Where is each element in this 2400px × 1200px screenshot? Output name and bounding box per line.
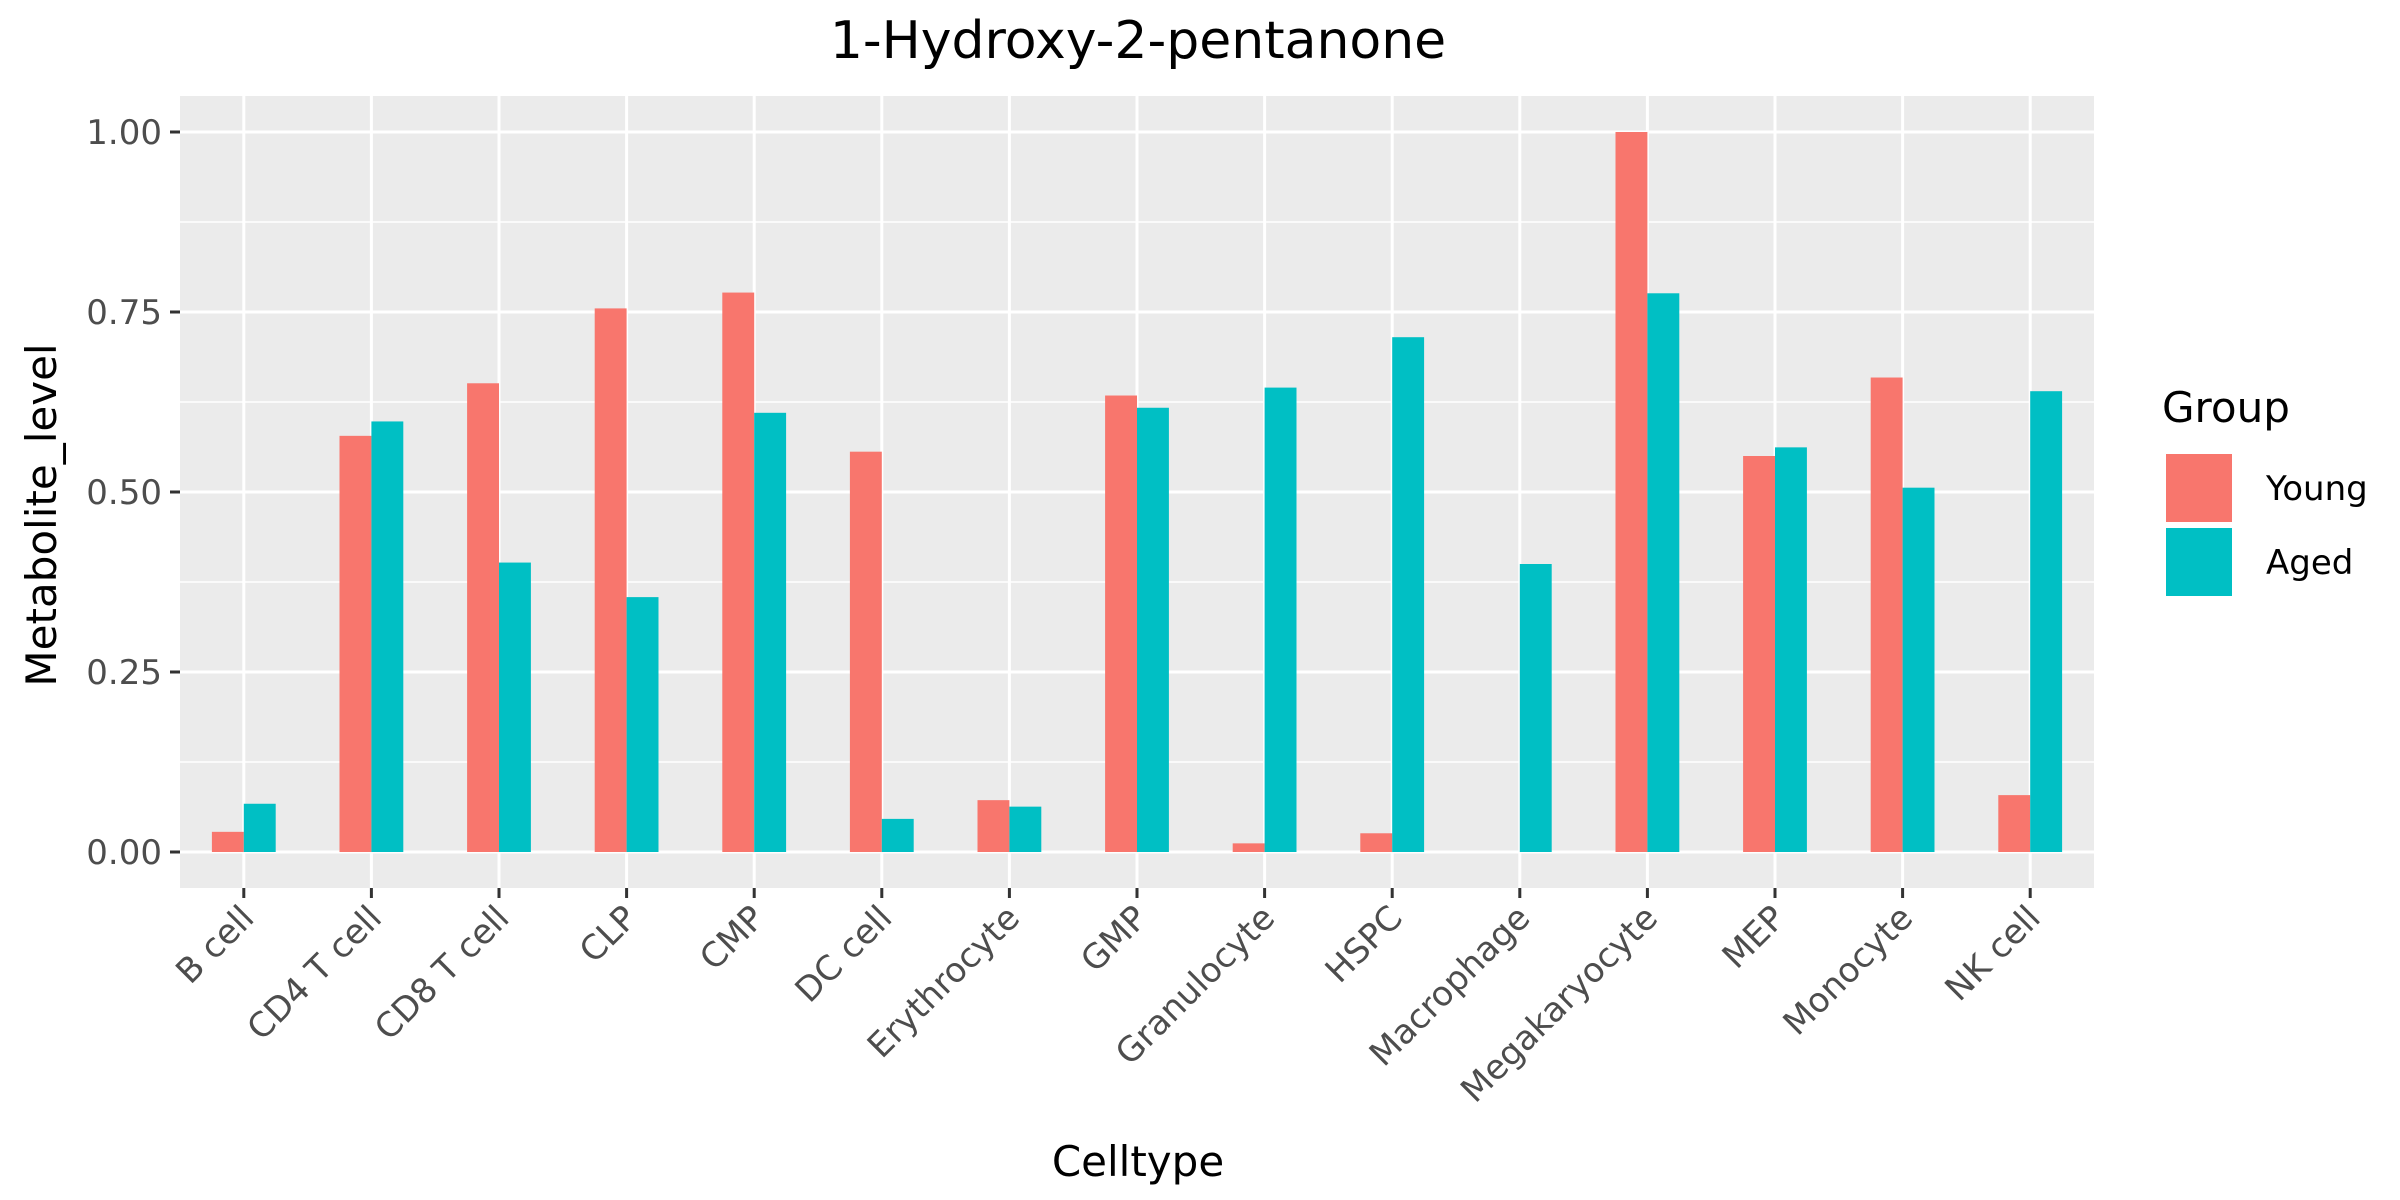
bar-aged-monocyte — [1902, 487, 1935, 852]
bar-young-cd4-t-cell — [339, 435, 372, 852]
y-axis-title: Metabolite_level — [17, 343, 66, 686]
bar-aged-cd4-t-cell — [371, 421, 404, 852]
y-tick-label: 1.00 — [86, 113, 162, 153]
x-tick-label: CD8 T cell — [367, 898, 517, 1048]
bar-young-nk-cell — [1998, 795, 2031, 852]
bar-young-b-cell — [211, 831, 244, 852]
bar-young-erythrocyte — [977, 800, 1010, 852]
bar-aged-hspc — [1392, 337, 1425, 852]
bar-aged-cd8-t-cell — [499, 562, 531, 852]
bar-aged-nk-cell — [2030, 391, 2063, 852]
legend-label-young: Young — [2265, 469, 2368, 509]
bar-young-clp — [594, 308, 627, 852]
bar-young-gmp — [1105, 395, 1137, 852]
x-tick-label: GMP — [1073, 898, 1155, 980]
bar-young-mep — [1743, 456, 1775, 852]
x-tick-label: CLP — [572, 898, 645, 971]
x-tick-label: B cell — [168, 898, 262, 992]
bar-young-granulocyte — [1232, 843, 1265, 852]
chart-title: 1-Hydroxy-2-pentanone — [830, 11, 1446, 71]
legend: Group Young Aged — [2162, 383, 2368, 596]
bar-aged-erythrocyte — [1009, 806, 1042, 852]
x-tick-label: Monocyte — [1776, 898, 1921, 1043]
x-tick-label: DC cell — [788, 898, 901, 1011]
bar-aged-cmp — [754, 412, 787, 852]
legend-label-aged: Aged — [2266, 543, 2353, 583]
bar-aged-mep — [1775, 447, 1807, 852]
bar-young-cd8-t-cell — [467, 383, 499, 852]
x-tick-label: HSPC — [1318, 898, 1411, 991]
bar-young-cmp — [722, 292, 755, 852]
y-tick-label: 0.50 — [86, 473, 162, 513]
bar-aged-macrophage — [1519, 564, 1552, 852]
bar-aged-dc-cell — [881, 818, 914, 852]
bar-young-monocyte — [1870, 377, 1903, 852]
bar-aged-granulocyte — [1264, 387, 1297, 852]
x-axis-title: Celltype — [1052, 1137, 1224, 1186]
bar-aged-megakaryocyte — [1647, 293, 1680, 852]
bar-aged-gmp — [1137, 407, 1169, 852]
bar-young-dc-cell — [849, 451, 882, 852]
bar-aged-b-cell — [243, 803, 276, 852]
x-tick-label: CD4 T cell — [240, 898, 390, 1048]
bar-aged-clp — [626, 597, 659, 852]
legend-swatch-young — [2166, 454, 2232, 522]
legend-title: Group — [2162, 383, 2290, 432]
x-tick-label: MEP — [1715, 898, 1794, 977]
y-tick-label: 0.75 — [86, 293, 162, 333]
x-tick-label: NK cell — [1938, 898, 2049, 1009]
y-tick-label: 0.00 — [86, 833, 162, 873]
bar-young-hspc — [1360, 833, 1393, 852]
legend-swatch-aged — [2166, 528, 2232, 596]
y-tick-label: 0.25 — [86, 653, 162, 693]
x-tick-label: CMP — [692, 898, 772, 978]
bar-young-megakaryocyte — [1615, 132, 1648, 852]
